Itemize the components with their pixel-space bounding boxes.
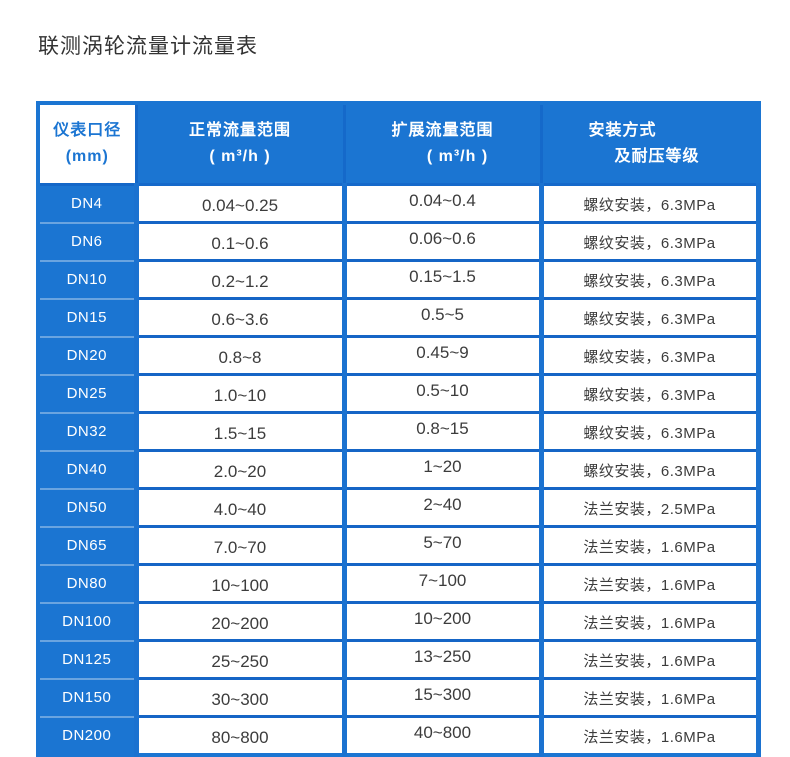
table-row: DN6 0.1~0.6 0.06~0.6 螺纹安装，6.3MPa [36,221,761,262]
cell-extended-range: 40~800 [341,715,544,757]
cell-install-pressure: 法兰安装，1.6MPa [538,525,761,566]
cell-normal-range: 80~800 [133,715,347,757]
cell-normal-range: 7.0~70 [133,525,347,566]
table-row: DN150 30~300 15~300 法兰安装，1.6MPa [36,677,761,718]
header-pressure-label: 及耐压等级 [614,148,700,165]
cell-extended-range: 0.45~9 [341,335,544,376]
cell-normal-range: 20~200 [133,601,347,642]
cell-install-pressure: 螺纹安装，6.3MPa [538,449,761,490]
table-row: DN25 1.0~10 0.5~10 螺纹安装，6.3MPa [36,373,761,414]
table-row: DN15 0.6~3.6 0.5~5 螺纹安装，6.3MPa [36,297,761,338]
header-normal-unit: ( m³/h ) [209,148,271,165]
cell-normal-range: 1.5~15 [133,411,347,452]
cell-diameter: DN32 [36,411,138,452]
cell-normal-range: 30~300 [133,677,347,718]
table-row: DN125 25~250 13~250 法兰安装，1.6MPa [36,639,761,680]
table-row: DN4 0.04~0.25 0.04~0.4 螺纹安装，6.3MPa [36,183,761,224]
cell-install-pressure: 螺纹安装，6.3MPa [538,411,761,452]
cell-extended-range: 0.15~1.5 [341,259,544,300]
cell-install-pressure: 螺纹安装，6.3MPa [538,335,761,376]
cell-install-pressure: 螺纹安装，6.3MPa [538,259,761,300]
cell-normal-range: 2.0~20 [133,449,347,490]
cell-normal-range: 0.04~0.25 [133,183,347,224]
cell-install-pressure: 法兰安装，1.6MPa [538,715,761,757]
cell-diameter: DN25 [36,373,138,414]
header-extended-unit: ( m³/h ) [426,148,489,165]
cell-diameter: DN100 [36,601,138,642]
table-header: 仪表口径 (mm) 正常流量范围 ( m³/h ) 扩展流量范围 ( m³/h … [36,101,760,186]
cell-install-pressure: 法兰安装，1.6MPa [538,601,761,642]
table-row: DN65 7.0~70 5~70 法兰安装，1.6MPa [36,525,761,566]
cell-extended-range: 0.04~0.4 [341,183,544,224]
table-row: DN20 0.8~8 0.45~9 螺纹安装，6.3MPa [36,335,761,376]
cell-extended-range: 0.5~5 [341,297,544,338]
header-diameter-label: 仪表口径 [53,122,122,139]
cell-extended-range: 0.06~0.6 [341,221,544,262]
cell-normal-range: 25~250 [133,639,347,680]
cell-diameter: DN80 [36,563,138,604]
cell-normal-range: 0.2~1.2 [133,259,347,300]
table-row: DN50 4.0~40 2~40 法兰安装，2.5MPa [36,487,761,528]
cell-diameter: DN200 [36,715,138,756]
cell-install-pressure: 法兰安装，1.6MPa [538,677,761,718]
header-row: 仪表口径 (mm) 正常流量范围 ( m³/h ) 扩展流量范围 ( m³/h … [36,101,760,186]
cell-extended-range: 10~200 [341,601,544,642]
cell-install-pressure: 螺纹安装，6.3MPa [538,373,761,414]
table-row: DN200 80~800 40~800 法兰安装，1.6MPa [36,715,761,757]
header-installation-label: 安装方式 [588,122,657,139]
cell-install-pressure: 法兰安装，2.5MPa [538,487,761,528]
cell-install-pressure: 法兰安装，1.6MPa [538,639,761,680]
header-installation: 安装方式 及耐压等级 [539,101,760,186]
cell-extended-range: 2~40 [341,487,544,528]
page-title: 联测涡轮流量计流量表 [38,35,258,58]
cell-normal-range: 1.0~10 [133,373,347,414]
header-diameter-unit: (mm) [65,148,109,165]
cell-install-pressure: 螺纹安装，6.3MPa [538,221,761,262]
header-normal-range: 正常流量范围 ( m³/h ) [134,101,346,186]
cell-extended-range: 7~100 [341,563,544,604]
cell-diameter: DN50 [36,487,138,528]
table-row: DN80 10~100 7~100 法兰安装，1.6MPa [36,563,761,604]
cell-diameter: DN15 [36,297,138,338]
cell-extended-range: 0.8~15 [341,411,544,452]
header-extended-range: 扩展流量范围 ( m³/h ) [342,101,543,186]
cell-diameter: DN4 [36,183,138,224]
cell-normal-range: 4.0~40 [133,487,347,528]
cell-diameter: DN65 [36,525,138,566]
table-row: DN40 2.0~20 1~20 螺纹安装，6.3MPa [36,449,761,490]
cell-normal-range: 0.6~3.6 [133,297,347,338]
cell-diameter: DN150 [36,677,138,718]
cell-install-pressure: 法兰安装，1.6MPa [538,563,761,604]
cell-diameter: DN10 [36,259,138,300]
table-row: DN10 0.2~1.2 0.15~1.5 螺纹安装，6.3MPa [36,259,761,300]
cell-normal-range: 10~100 [133,563,347,604]
cell-install-pressure: 螺纹安装，6.3MPa [538,183,761,224]
cell-extended-range: 15~300 [341,677,544,718]
cell-install-pressure: 螺纹安装，6.3MPa [538,297,761,338]
cell-extended-range: 13~250 [341,639,544,680]
table-body: DN4 0.04~0.25 0.04~0.4 螺纹安装，6.3MPa DN6 0… [36,183,761,757]
table-row: DN100 20~200 10~200 法兰安装，1.6MPa [36,601,761,642]
cell-extended-range: 1~20 [341,449,544,490]
cell-normal-range: 0.1~0.6 [133,221,347,262]
table-row: DN32 1.5~15 0.8~15 螺纹安装，6.3MPa [36,411,761,452]
flow-rate-table: 仪表口径 (mm) 正常流量范围 ( m³/h ) 扩展流量范围 ( m³/h … [36,101,761,757]
header-diameter: 仪表口径 (mm) [36,101,138,186]
cell-diameter: DN40 [36,449,138,490]
cell-diameter: DN20 [36,335,138,376]
header-extended-label: 扩展流量范围 [391,122,494,139]
cell-diameter: DN125 [36,639,138,680]
cell-diameter: DN6 [36,221,138,262]
header-normal-label: 正常流量范围 [188,122,291,139]
cell-extended-range: 0.5~10 [341,373,544,414]
cell-extended-range: 5~70 [341,525,544,566]
cell-normal-range: 0.8~8 [133,335,347,376]
